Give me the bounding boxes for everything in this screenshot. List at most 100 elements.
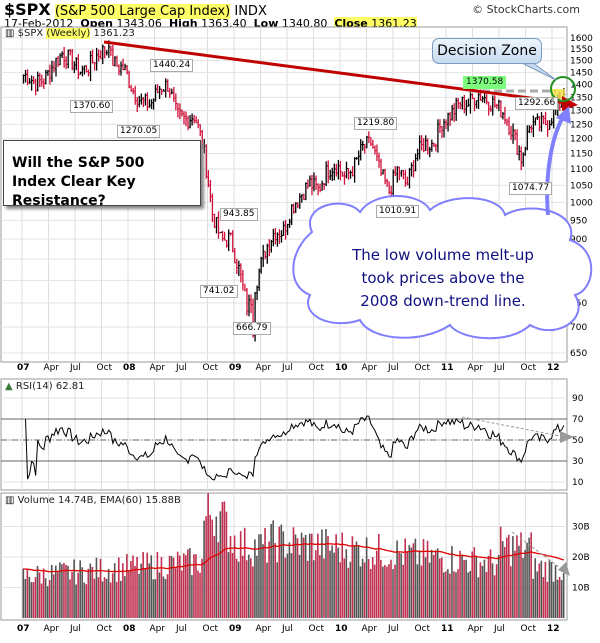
volume-bar <box>445 571 447 618</box>
volume-bar <box>465 559 467 618</box>
volume-bar <box>59 562 61 618</box>
volume-bar <box>373 564 376 618</box>
volume-bar <box>134 565 136 618</box>
volume-bar <box>528 537 530 618</box>
volume-bar <box>69 579 71 618</box>
volume-bar <box>548 560 551 618</box>
x-tick-label: Jul <box>69 363 81 373</box>
annotation-label: 943.85 <box>220 208 258 221</box>
index-name: (S&P 500 Large Cap Index) <box>54 4 231 19</box>
x-tick-label: 08 <box>123 624 136 634</box>
volume-bar <box>499 526 502 618</box>
volume-bar <box>321 529 323 618</box>
volume-bar <box>63 563 65 618</box>
volume-bar <box>369 569 372 618</box>
volume-bar <box>233 535 236 618</box>
volume-bar <box>497 554 500 618</box>
y-tick-label: 1350 <box>570 93 593 103</box>
volume-bar <box>471 551 474 618</box>
volume-bar <box>142 551 144 618</box>
y-tick-label: 1250 <box>570 120 593 130</box>
chart-header: $SPX (S&P 500 Large Cap Index) INDX <box>4 0 267 19</box>
volume-bar <box>97 577 100 618</box>
volume-bar <box>164 579 167 618</box>
x-tick-label: Apr <box>468 363 484 373</box>
volume-bar <box>315 550 317 618</box>
volume-bar <box>50 564 53 618</box>
volume-bar <box>122 563 124 618</box>
volume-bar <box>268 541 270 618</box>
volume-bar <box>365 537 368 618</box>
volume-bar <box>205 516 207 618</box>
volume-bar <box>217 542 220 618</box>
volume-bar <box>522 557 524 618</box>
volume-bar <box>300 532 303 618</box>
annotation-label: 1440.24 <box>150 59 194 72</box>
volume-bar <box>319 555 321 618</box>
volume-bar <box>347 567 350 618</box>
x-tick-label: Apr <box>468 624 484 634</box>
volume-bar <box>558 577 561 618</box>
cloud-arrow-icon <box>556 106 571 124</box>
volume-tick-label: 10B <box>572 584 590 594</box>
cloud-line: The low volume melt-up <box>352 246 534 264</box>
volume-bar <box>174 568 177 618</box>
rsi-tick-label: 30 <box>572 457 584 467</box>
volume-bar <box>443 572 445 618</box>
volume-bar <box>510 566 512 618</box>
volume-bar <box>57 571 59 618</box>
x-tick-label: 07 <box>17 624 30 634</box>
volume-bar <box>85 584 88 618</box>
volume-bar <box>349 561 352 618</box>
volume-bar <box>201 558 203 618</box>
x-tick-label: 08 <box>123 363 136 373</box>
volume-bar <box>491 563 494 618</box>
rsi-line <box>25 415 565 481</box>
y-tick-label: 1500 <box>570 57 593 67</box>
volume-bar <box>556 579 559 618</box>
x-tick-label: 10 <box>335 624 348 634</box>
volume-bar <box>359 566 362 618</box>
volume-bar <box>95 557 98 618</box>
volume-bar <box>189 547 191 618</box>
volume-bar <box>182 553 185 618</box>
y-tick-label: 1450 <box>570 68 593 78</box>
x-tick-label: Oct <box>97 363 113 373</box>
volume-bar <box>247 554 250 618</box>
volume-bar <box>28 576 31 618</box>
cloud-line: took prices above the <box>361 269 525 287</box>
x-tick-label: Apr <box>150 363 166 373</box>
volume-bar <box>294 534 297 618</box>
x-tick-label: 11 <box>441 363 454 373</box>
volume-bar <box>388 564 390 618</box>
volume-bar <box>213 536 216 618</box>
volume-bar <box>420 565 423 618</box>
volume-bar <box>560 580 563 618</box>
volume-bar <box>117 557 120 618</box>
x-tick-label: Oct <box>521 624 537 634</box>
x-tick-label: Jul <box>493 624 505 634</box>
volume-bar <box>128 571 130 618</box>
y-tick-label: 950 <box>570 216 587 226</box>
x-tick-label: Jul <box>387 363 399 373</box>
volume-bar <box>250 558 252 618</box>
volume-bar <box>481 565 484 618</box>
volume-bar <box>304 534 307 618</box>
volume-bar <box>461 554 463 618</box>
volume-bar <box>440 557 443 618</box>
volume-bar <box>44 578 47 618</box>
volume-bar <box>312 560 315 618</box>
x-tick-label: 09 <box>229 624 242 634</box>
volume-bar <box>237 561 240 618</box>
volume-bar <box>530 532 532 618</box>
x-tick-label: Jul <box>387 624 399 634</box>
volume-bar <box>48 580 51 618</box>
volume-bar <box>337 547 339 618</box>
volume-bar <box>432 554 435 618</box>
legend-value: 1361.23 <box>93 28 135 39</box>
volume-bar <box>166 574 169 618</box>
volume-bar <box>109 582 112 618</box>
volume-bar <box>290 553 293 618</box>
volume-bar <box>227 552 230 618</box>
rsi-tick-label: 50 <box>572 436 584 446</box>
